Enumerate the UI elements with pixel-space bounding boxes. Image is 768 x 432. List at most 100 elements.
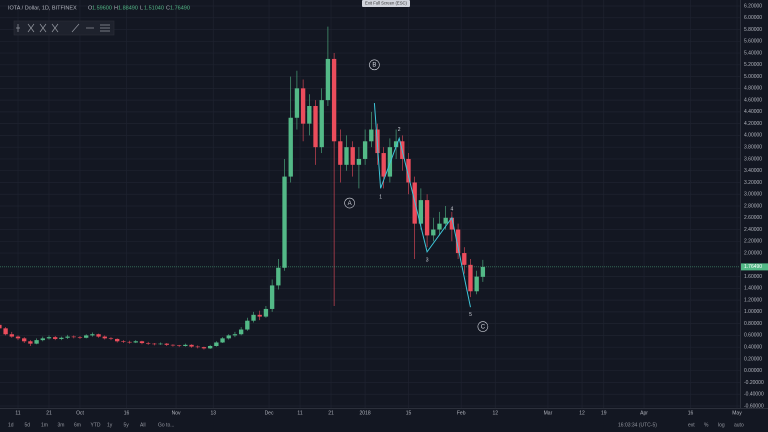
range-button[interactable]: 1d (8, 422, 14, 428)
candle-body (437, 223, 442, 230)
tool-icon[interactable] (51, 23, 59, 33)
range-button[interactable]: 6m (74, 422, 81, 428)
wave-number: 1 (379, 195, 382, 201)
y-tick-label: 2.40000 (744, 227, 762, 233)
wave-number: 4 (450, 206, 453, 212)
tool-icon[interactable] (39, 23, 47, 33)
candle-body (189, 344, 194, 347)
candle-body (406, 158, 411, 183)
exit-fullscreen-text: Exit Full Screen (ESC) (365, 1, 407, 6)
candle-body (214, 342, 219, 346)
candle-body (381, 153, 386, 177)
y-tick-label: 3.60000 (744, 156, 762, 162)
candle-body (449, 217, 455, 230)
ohlc-value: 1.76490 (170, 5, 190, 11)
bottom-bar-bg (0, 418, 768, 432)
candle-body (269, 285, 275, 309)
y-tick-label: 4.40000 (744, 109, 762, 115)
ohlc-value: 1.51040 (144, 5, 164, 11)
y-tick-label: 0.80000 (744, 321, 762, 327)
candle-body (96, 334, 101, 337)
ohlc-legend: O 1.59600 H 1.88490 L 1.51040 C 1.76490 (88, 5, 190, 11)
candle-body (195, 346, 200, 348)
range-button[interactable]: 1y (107, 422, 113, 428)
candle-body (455, 229, 461, 254)
candle-body (462, 253, 467, 265)
y-tick-label: 5.20000 (744, 62, 762, 68)
candle-body (34, 340, 39, 344)
range-button[interactable]: 5y (124, 422, 130, 428)
y-tick-label: 1.40000 (744, 286, 762, 292)
range-button[interactable]: Go to... (158, 422, 174, 428)
candle-body (9, 334, 14, 337)
y-tick-label: 5.40000 (744, 50, 762, 56)
candle-body (431, 229, 436, 236)
y-tick-label: 1.00000 (744, 309, 762, 315)
y-tick-label: -0.40000 (744, 392, 764, 398)
range-button[interactable]: All (140, 422, 146, 428)
y-tick-label: 2.20000 (744, 239, 762, 245)
candle-body (325, 58, 331, 101)
tool-icon[interactable] (71, 23, 80, 33)
y-tick-label: 1.20000 (744, 297, 762, 303)
candle-body (387, 147, 393, 177)
candle-body (338, 141, 343, 165)
candle-body (127, 341, 132, 343)
candle-body (474, 276, 479, 292)
wave-letter: B (372, 63, 376, 69)
status-item[interactable]: % (704, 422, 709, 428)
toolbar-bg (13, 20, 115, 36)
candle-body (356, 158, 362, 165)
candle-body (40, 338, 45, 341)
y-tick-label: 0.00000 (744, 368, 762, 374)
ohlc-key: H (114, 5, 118, 11)
candle-body (220, 338, 225, 343)
tool-icon[interactable] (27, 23, 35, 33)
wave-line (373, 103, 471, 308)
range-button[interactable]: 1m (41, 422, 48, 428)
candle-body (307, 106, 312, 124)
candle-body (424, 200, 430, 236)
wave-letter-circle (369, 59, 380, 71)
tool-icon[interactable] (16, 24, 20, 32)
y-tick-label: 3.80000 (744, 145, 762, 151)
candle-body (46, 337, 52, 339)
y-tick-label: 1.60000 (744, 274, 762, 280)
candle-body (257, 314, 262, 317)
x-tick-label: May (732, 410, 742, 416)
y-tick-label: 5.00000 (744, 74, 762, 80)
candle-body (77, 337, 83, 338)
y-tick-label: 4.60000 (744, 97, 762, 103)
status-item[interactable]: auto (734, 422, 744, 428)
candles (0, 26, 740, 350)
x-tick-label: 21 (46, 410, 52, 416)
candle-body (170, 344, 176, 346)
candle-body (362, 141, 368, 159)
candle-body (65, 336, 70, 338)
status-item[interactable]: log (718, 422, 725, 428)
range-button[interactable]: 3m (58, 422, 65, 428)
x-tick-label: 16 (124, 410, 130, 416)
range-button[interactable]: 5d (25, 422, 31, 428)
range-button[interactable]: YTD (91, 422, 101, 428)
y-tick-label: 3.40000 (744, 168, 762, 174)
wave-letter-circle (477, 321, 489, 332)
candle-body (121, 341, 126, 342)
candle-body (480, 266, 486, 277)
x-tick-label: 13 (210, 410, 216, 416)
status-item[interactable]: ext (688, 422, 695, 428)
wave-number: 3 (426, 257, 429, 263)
axes: 6.20000 6.00000 5.80000 5.60000 5.40000 5.200… (15, 3, 768, 416)
candle-body (294, 88, 300, 118)
exit-fullscreen-button[interactable] (362, 0, 410, 7)
y-tick-label: 0.60000 (744, 333, 762, 339)
candle-body (152, 343, 157, 345)
tool-icon[interactable] (100, 24, 110, 32)
candle-body (331, 58, 337, 142)
annotations: 1 2 3 4 5 A B C (344, 59, 489, 332)
x-tick-label: Nov (172, 410, 181, 416)
candle-body (319, 100, 324, 148)
y-tick-label: 4.20000 (744, 121, 762, 127)
candle-body (232, 334, 238, 336)
candle-body (53, 337, 58, 339)
